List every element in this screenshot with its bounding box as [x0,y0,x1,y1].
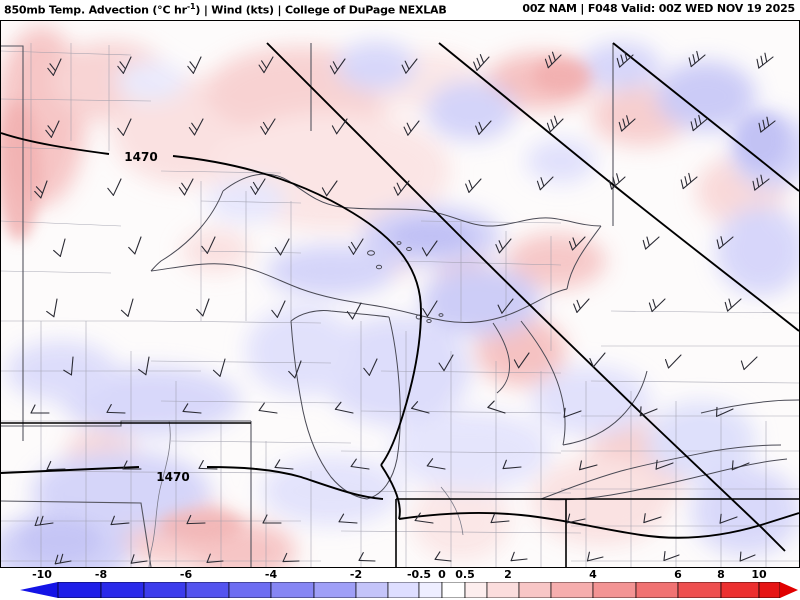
colorbar-tick-neg6: -6 [179,568,193,581]
product-title: 850mb Temp. Advection (°C hr-1) | Wind (… [4,2,447,17]
colorbar-tick-labels: -10 -8 -6 -4 -2 -0.5 0 0.5 2 4 6 8 10 [0,568,800,583]
colorbar-extend-left [20,582,58,598]
county-boundaries [1,43,799,567]
colorbar-tick-8: 8 [717,568,725,581]
colorbar-extend-right [780,582,798,598]
colorbar-tick-neg0p5: -0.5 [406,568,432,581]
colorbar-tick-neg4: -4 [264,568,278,581]
colorbar-tick-neg8: -8 [94,568,108,581]
rivers [148,420,464,567]
height-contour-layer: 1470 1470 [1,42,799,567]
product-title-exponent: -1 [186,2,196,11]
colorbar-tick-10: 10 [751,568,767,581]
colorbar-segments [57,582,781,598]
contour-1470-north-a [1,132,110,155]
product-title-tail: ) | Wind (kts) | College of DuPage NEXLA… [195,3,447,17]
product-title-main: 850mb Temp. Advection (°C hr [4,3,187,17]
contour-label-1470-south: 1470 [156,470,189,484]
header-bar: 850mb Temp. Advection (°C hr-1) | Wind (… [0,0,800,20]
colorbar-tick-neg2: -2 [349,568,363,581]
wind-barb-layer [30,50,776,565]
colorbar-gradient [20,582,798,598]
contour-label-1470-north: 1470 [124,150,157,164]
model-valid-time: 00Z NAM | F048 Valid: 00Z WED NOV 19 202… [522,2,795,15]
colorbar-tick-6: 6 [674,568,682,581]
colorbar-tick-neg10: -10 [32,568,52,581]
map-frame[interactable]: 1470 1470 [0,20,800,568]
colorbar-tick-2: 2 [504,568,512,581]
geography-layer [1,43,799,567]
highlight-state-outlines [1,422,799,567]
colorbar-tick-0p5: 0.5 [455,568,475,581]
contour-1470-south-a [1,466,140,474]
temp-advection-fill-layer [1,21,799,567]
colorbar-tick-0: 0 [438,568,446,581]
state-boundaries [1,43,614,567]
colorbar-tick-4: 4 [589,568,597,581]
colorbar: -10 -8 -6 -4 -2 -0.5 0 0.5 2 4 6 8 10 [0,568,800,600]
map-canvas[interactable]: 1470 1470 [1,21,799,567]
